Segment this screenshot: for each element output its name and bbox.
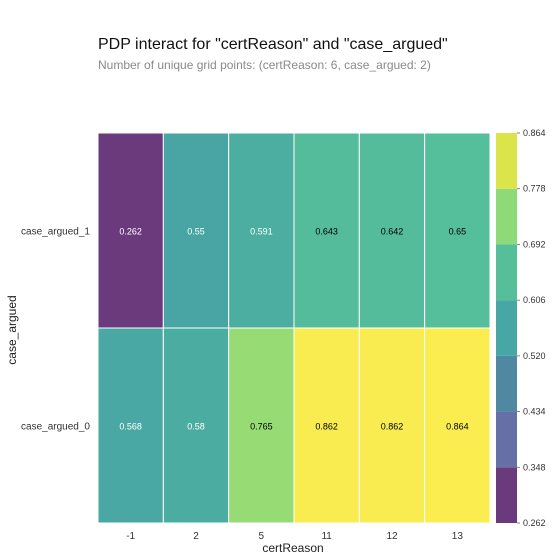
chart-title: PDP interact for "certReason" and "case_… [98, 36, 448, 53]
x-tick-label: 2 [193, 531, 199, 542]
x-axis-label: certReason [262, 541, 323, 555]
heatmap-cell [97, 327, 164, 524]
colorbar-tick-label: 0.434 [523, 407, 546, 417]
y-axis-label: case_argued [5, 295, 19, 364]
heatmap-value-label: 0.862 [315, 422, 338, 432]
colorbar-band [496, 411, 517, 468]
heatmap-value-label: 0.262 [119, 227, 142, 237]
x-axis-ticks: -1 2 5 11 12 13 [126, 531, 463, 542]
x-tick-label: 12 [386, 531, 398, 542]
heatmap-value-label: 0.55 [187, 227, 205, 237]
heatmap-value-label: 0.765 [250, 422, 273, 432]
y-tick-label: case_argued_1 [21, 227, 90, 238]
heatmap-cell [358, 132, 426, 329]
heatmap-cell [228, 327, 295, 524]
colorbar-band [496, 133, 517, 189]
heatmap-cell [424, 132, 491, 329]
heatmap-cell [293, 132, 360, 329]
heatmap-value-labels: 0.262 0.55 0.591 0.643 0.642 0.65 0.568 0.58 0.7… [119, 227, 468, 432]
colorbar-tick-label: 0.864 [523, 128, 546, 138]
heatmap-cell [162, 327, 230, 524]
heatmap-cell [97, 132, 164, 329]
colorbar-tick-label: 0.262 [523, 518, 546, 528]
colorbar-tick-label: 0.606 [523, 295, 546, 305]
colorbar-ticks: 0.262 0.348 0.434 0.520 0.606 0.692 0.778 0.864 [517, 128, 546, 528]
colorbar-band [496, 355, 517, 412]
colorbar-tick-label: 0.520 [523, 351, 546, 361]
colorbar-band [496, 300, 517, 356]
heatmap-value-label: 0.643 [315, 227, 338, 237]
heatmap-value-label: 0.862 [381, 422, 404, 432]
heatmap-cells [97, 132, 491, 524]
colorbar [496, 133, 517, 523]
heatmap-value-label: 0.864 [446, 422, 469, 432]
heatmap-value-label: 0.65 [449, 227, 467, 237]
y-tick-label: case_argued_0 [21, 422, 90, 433]
x-tick-label: -1 [126, 531, 135, 542]
x-tick-label: 13 [452, 531, 464, 542]
x-tick-label: 11 [321, 531, 332, 542]
colorbar-tick-label: 0.778 [523, 184, 546, 194]
heatmap-value-label: 0.568 [119, 422, 142, 432]
y-axis-ticks: case_argued_1 case_argued_0 [21, 227, 90, 433]
colorbar-band [496, 244, 517, 301]
heatmap-value-label: 0.58 [187, 422, 205, 432]
colorbar-band [496, 467, 517, 523]
colorbar-tick-label: 0.692 [523, 239, 546, 249]
colorbar-band [496, 188, 517, 245]
heatmap-cell [358, 327, 426, 524]
heatmap-value-label: 0.591 [250, 227, 273, 237]
heatmap-value-label: 0.642 [381, 227, 404, 237]
chart-subtitle: Number of unique grid points: (certReaso… [98, 58, 431, 72]
heatmap-cell [228, 132, 295, 329]
x-tick-label: 5 [259, 531, 265, 542]
heatmap-cell [293, 327, 360, 524]
colorbar-tick-label: 0.348 [523, 462, 546, 472]
heatmap-cell [424, 327, 491, 524]
